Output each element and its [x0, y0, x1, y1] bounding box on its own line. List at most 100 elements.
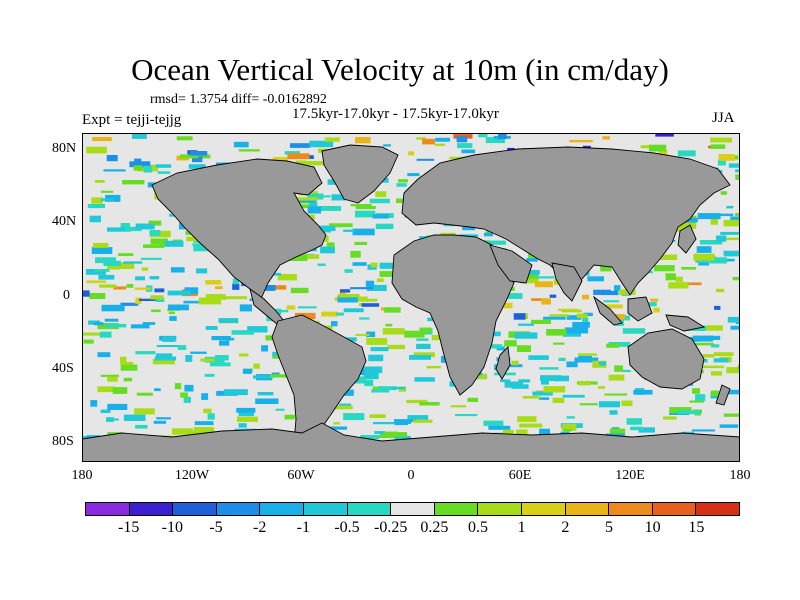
velocity-cell — [579, 403, 598, 406]
velocity-cell — [271, 372, 280, 376]
lat-label-80n: 80N — [52, 141, 77, 156]
velocity-cell — [366, 331, 376, 338]
velocity-cell — [461, 149, 476, 154]
velocity-cell — [434, 143, 445, 146]
velocity-cell — [730, 216, 740, 221]
velocity-cell — [201, 393, 209, 400]
velocity-cell — [541, 379, 549, 385]
velocity-cell — [295, 160, 307, 166]
velocity-cell — [735, 169, 740, 173]
velocity-cell — [450, 405, 467, 408]
velocity-cell — [177, 345, 187, 350]
velocity-cell — [120, 361, 134, 366]
velocity-cell — [727, 316, 740, 323]
velocity-cell — [174, 383, 182, 390]
velocity-cell — [366, 298, 378, 302]
velocity-cell — [336, 312, 344, 316]
velocity-cell — [190, 151, 208, 156]
velocity-cell — [702, 365, 725, 369]
velocity-cell — [368, 354, 384, 362]
velocity-cell — [710, 137, 732, 143]
velocity-cell — [298, 204, 311, 208]
lon-label-120w: 120W — [174, 468, 210, 483]
velocity-cell — [419, 402, 440, 406]
velocity-cell — [366, 284, 387, 291]
velocity-cell — [562, 394, 585, 398]
velocity-cell — [103, 169, 126, 172]
north-america-land — [151, 158, 327, 302]
velocity-cell — [621, 400, 633, 407]
velocity-cell — [270, 374, 290, 378]
velocity-cell — [499, 302, 513, 309]
velocity-cell — [210, 362, 231, 367]
velocity-cell — [91, 197, 103, 204]
velocity-cell — [396, 183, 407, 187]
velocity-cell — [133, 165, 143, 171]
experiment-label: Expt = tejji-tejjg — [82, 112, 182, 128]
velocity-cell — [370, 262, 378, 268]
velocity-cell — [406, 399, 428, 404]
velocity-cell — [478, 133, 488, 138]
velocity-cell — [338, 294, 360, 298]
velocity-cell — [710, 390, 719, 397]
colorbar-label-4: -1 — [296, 519, 310, 536]
velocity-cell — [152, 359, 175, 365]
velocity-cell — [384, 307, 401, 313]
velocity-cell — [295, 312, 316, 320]
velocity-cell — [277, 274, 297, 281]
colorbar-swatch-8 — [434, 503, 479, 515]
colorbar-swatch-1 — [129, 503, 174, 515]
velocity-cell — [188, 431, 213, 435]
velocity-cell — [484, 232, 493, 237]
velocity-cell — [650, 298, 659, 302]
velocity-cell — [325, 426, 347, 430]
velocity-cell — [416, 338, 429, 341]
colorbar-swatch-3 — [216, 503, 261, 515]
velocity-cell — [135, 276, 145, 281]
velocity-cell — [355, 210, 376, 218]
velocity-cell — [728, 163, 740, 168]
velocity-cell — [694, 413, 701, 416]
velocity-cell — [416, 158, 435, 161]
velocity-cell — [667, 228, 689, 232]
velocity-cell — [606, 343, 620, 348]
velocity-cell — [680, 282, 702, 286]
velocity-cell — [698, 262, 710, 266]
velocity-cell — [134, 287, 151, 290]
velocity-cell — [457, 143, 473, 149]
velocity-cell — [654, 254, 678, 260]
velocity-cell — [710, 218, 718, 225]
velocity-cell — [140, 257, 162, 260]
velocity-cell — [566, 315, 582, 320]
velocity-cell — [153, 420, 166, 424]
velocity-cell — [668, 282, 689, 289]
velocity-cell — [370, 347, 389, 352]
velocity-cell — [355, 206, 376, 210]
velocity-cell — [582, 294, 589, 300]
velocity-cell — [426, 366, 441, 369]
velocity-cell — [691, 429, 716, 432]
velocity-cell — [238, 353, 249, 357]
colorbar-swatch-13 — [652, 503, 697, 515]
velocity-cell — [320, 246, 335, 254]
velocity-cell — [139, 298, 157, 301]
velocity-cell — [534, 281, 553, 288]
velocity-cell — [324, 137, 340, 142]
velocity-cell — [112, 387, 128, 394]
velocity-cell — [135, 351, 156, 355]
velocity-cell — [369, 198, 390, 204]
velocity-cell — [697, 213, 721, 220]
velocity-cell — [100, 190, 114, 193]
velocity-cell — [502, 429, 514, 437]
velocity-cell — [141, 267, 149, 271]
velocity-cell — [518, 323, 534, 326]
velocity-cell — [373, 422, 395, 425]
velocity-cell — [339, 403, 352, 407]
velocity-cell — [134, 158, 142, 163]
velocity-cell — [107, 265, 120, 270]
velocity-cell — [130, 324, 150, 329]
lon-label-180w: 180 — [71, 468, 93, 483]
velocity-cell — [105, 323, 127, 328]
velocity-cell — [135, 297, 142, 304]
velocity-cell — [514, 332, 538, 339]
